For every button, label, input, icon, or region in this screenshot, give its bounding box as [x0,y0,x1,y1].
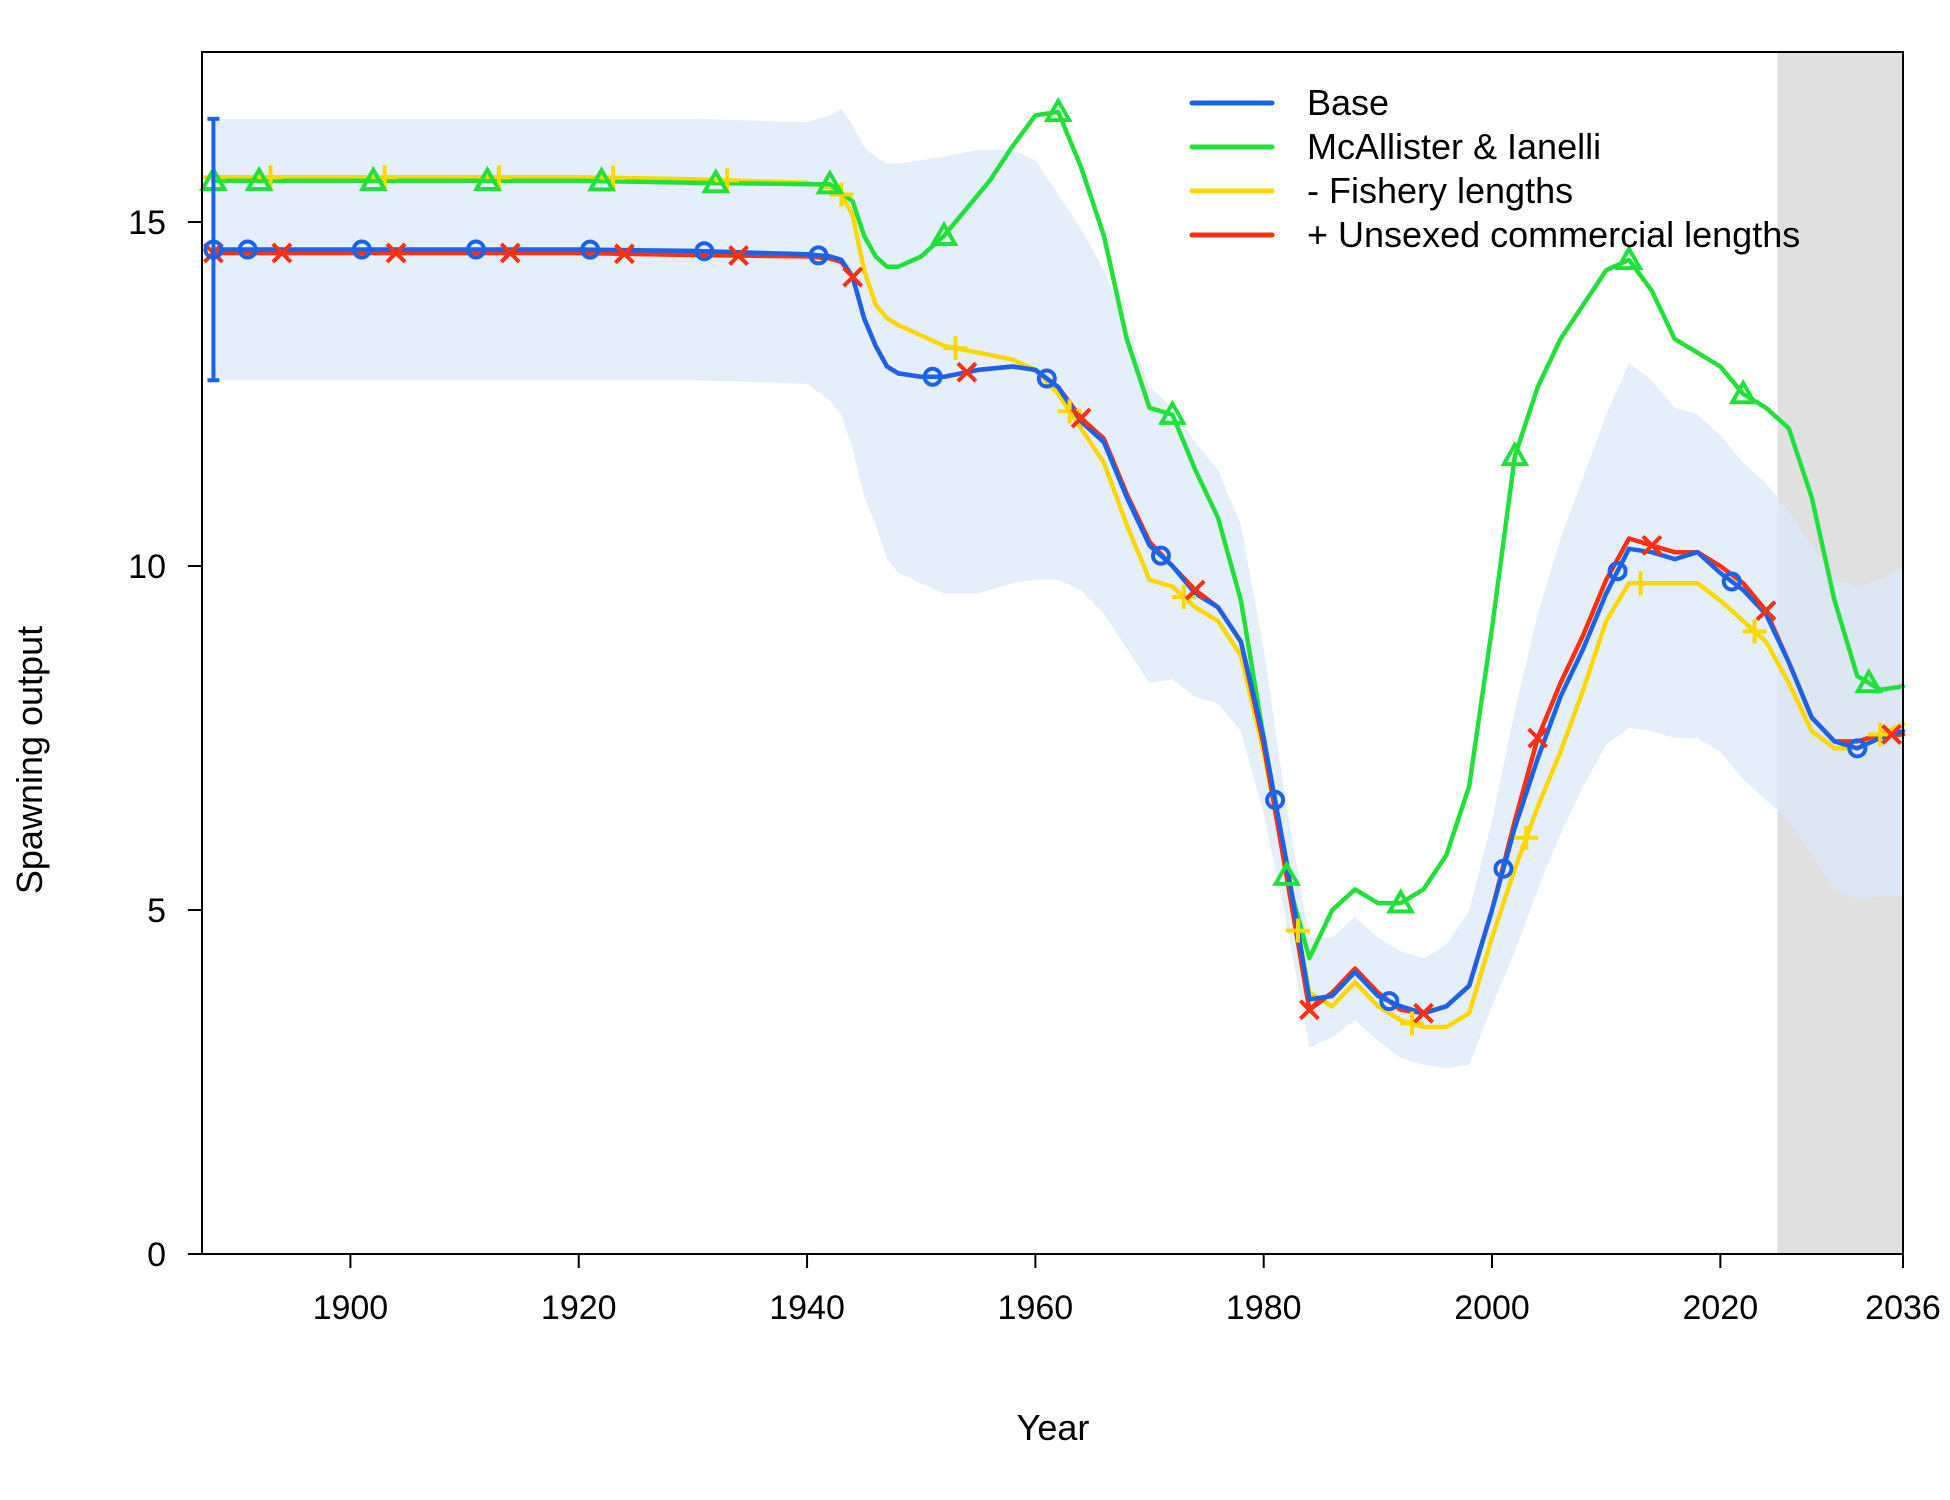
marker-point-unsexed-commercial-lengths [499,242,521,264]
marker-point-base [1721,571,1742,592]
axes-group: 1900 1920 1940 1960 1980 2000 2020 2036 0 5 10 15 [128,204,1941,1327]
marker-point-base [237,239,258,260]
marker-point-unsexed-commercial-lengths [1527,727,1549,749]
marker-point-fishery-lengths [1742,619,1767,644]
x-tick-label: 2020 [1683,1289,1759,1327]
marker-point-unsexed-commercial-lengths [1070,407,1092,429]
marker-point-unsexed-commercial-lengths [385,242,407,264]
marker-point-mcallister-ianelli [244,165,274,191]
marker-point-base [1607,561,1628,582]
marker-point-fishery-lengths [1057,399,1082,424]
legend-label-fishery-lengths: - Fishery lengths [1307,170,1573,211]
marker-point-mcallister-ianelli [1728,378,1758,405]
marker-point-mcallister-ianelli [358,165,388,191]
marker-point-unsexed-commercial-lengths [1641,534,1663,556]
base-interval-group [213,108,1903,1069]
series-lines-group [211,109,1906,1030]
marker-point-base [1150,545,1171,566]
y-tick-label: 10 [128,548,166,586]
marker-point-base [580,239,601,260]
marker-point-fishery-lengths [1400,1011,1425,1036]
x-axis-title: Year [1017,1407,1090,1448]
marker-point-base [922,366,943,387]
marker-point-mcallister-ianelli [1157,399,1187,425]
y-axis-title: Spawning output [9,626,50,894]
marker-point-mcallister-ianelli [472,165,502,191]
marker-point-unsexed-commercial-lengths [271,242,293,264]
marker-point-fishery-lengths [943,336,968,361]
marker-point-unsexed-commercial-lengths [1413,1002,1434,1024]
x-tick-label: 1940 [769,1289,845,1327]
marker-point-unsexed-commercial-lengths [956,361,978,383]
marker-point-unsexed-commercial-lengths [1755,600,1777,622]
marker-point-mcallister-ianelli [1272,860,1301,886]
legend-label-base: Base [1307,82,1389,123]
legend-label-unsexed-commercial-lengths: + Unsexed commercial lengths [1307,214,1800,255]
marker-point-unsexed-commercial-lengths [613,243,635,265]
marker-point-fishery-lengths [1868,722,1893,747]
marker-point-base [694,241,715,262]
x-tick-label: 2036 [1865,1289,1941,1327]
marker-point-mcallister-ianelli [701,168,731,194]
x-tick-label: 1920 [541,1289,617,1327]
y-tick-label: 15 [128,204,166,242]
marker-point-base [1379,991,1400,1012]
marker-point-base [808,245,829,266]
marker-point-base [1847,738,1868,759]
marker-point-mcallister-ianelli [1614,244,1644,271]
marker-point-mcallister-ianelli [1386,888,1416,914]
marker-point-mcallister-ianelli [1043,96,1073,123]
marker-point-mcallister-ianelli [929,220,959,247]
y-tick-label: 0 [147,1236,166,1274]
marker-point-fishery-lengths [829,182,854,207]
series-line-base [211,247,1906,1016]
marker-point-fishery-lengths [1171,584,1196,609]
marker-point-fishery-lengths [1285,918,1310,943]
marker-point-mcallister-ianelli [1854,667,1884,694]
marker-point-base [1265,789,1286,810]
y-tick-label: 5 [147,892,166,930]
marker-point-mcallister-ianelli [1500,440,1530,467]
marker-point-base [465,239,486,260]
x-tick-label: 1900 [313,1289,389,1327]
marker-point-unsexed-commercial-lengths [1881,724,1902,745]
marker-point-unsexed-commercial-lengths [728,245,749,266]
base-confidence-band [213,108,1903,1069]
marker-point-fishery-lengths [1628,571,1653,596]
marker-point-mcallister-ianelli [815,169,845,195]
x-tick-label: 1980 [1226,1289,1302,1327]
initial-errorbar-group [207,116,220,383]
marker-point-fishery-lengths [1514,825,1539,850]
marker-point-base [351,239,372,260]
legend-label-mcallister-ianelli: McAllister & Ianelli [1307,126,1601,167]
marker-point-unsexed-commercial-lengths [1298,999,1320,1021]
plot-frame [201,51,1904,1255]
marker-point-unsexed-commercial-lengths [1184,579,1206,601]
marker-point-base [1036,368,1057,389]
x-tick-label: 2000 [1454,1289,1530,1327]
marker-point-mcallister-ianelli [587,166,617,192]
series-markers-group [198,96,1902,1036]
marker-point-unsexed-commercial-lengths [842,266,864,288]
x-tick-label: 1960 [998,1289,1074,1327]
marker-point-base [1493,858,1514,879]
